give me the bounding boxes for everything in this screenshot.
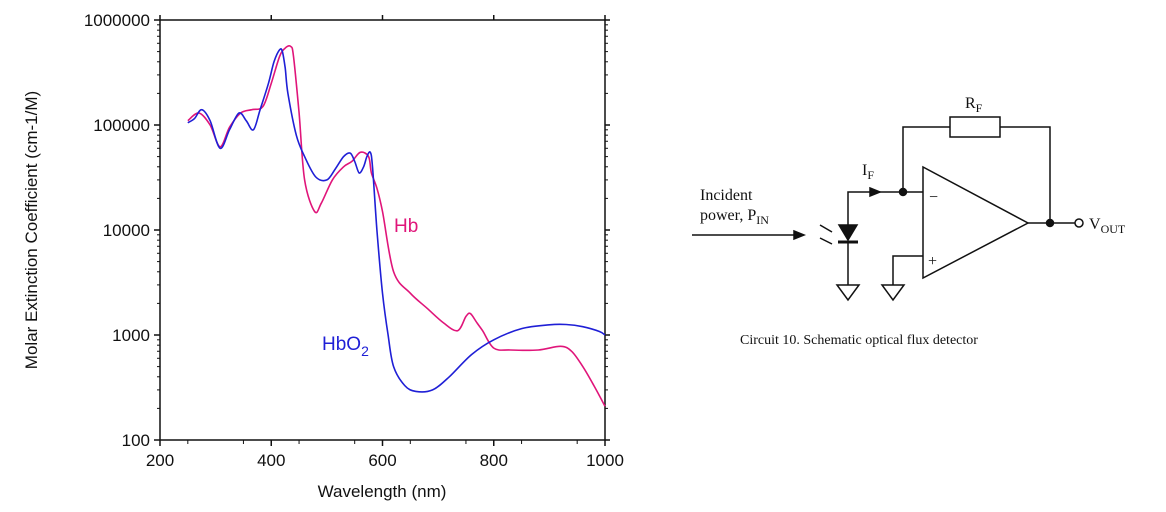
light-ray-1 bbox=[819, 224, 833, 233]
if-sub: F bbox=[867, 168, 874, 182]
x-tick-label: 200 bbox=[146, 451, 174, 470]
noninverting-sign: + bbox=[928, 253, 937, 270]
series-label-hb: Hb bbox=[394, 216, 418, 237]
output-label: VOUT bbox=[1089, 216, 1126, 236]
rf-main: R bbox=[965, 95, 976, 112]
y-tick-label: 1000000 bbox=[84, 11, 150, 30]
feedback-wire-right bbox=[1000, 126, 1051, 223]
noninverting-input-wire bbox=[892, 255, 923, 285]
circuit-labels: RF IF Incident power, PIN − + VOUT Circu… bbox=[700, 95, 1126, 348]
series-line-hbo2 bbox=[187, 48, 606, 393]
series-line-hb bbox=[187, 45, 606, 407]
incident-label-line1: Incident bbox=[700, 187, 753, 204]
axis-ticks: 200 400 600 800 1000 100 1000 10000 100000 100000… bbox=[84, 11, 624, 470]
y-tick-label: 10000 bbox=[103, 221, 150, 240]
y-tick-label: 100 bbox=[122, 431, 150, 450]
light-ray-2 bbox=[819, 237, 833, 245]
feedback-resistor bbox=[949, 116, 1001, 138]
feedback-wire-left bbox=[902, 126, 950, 192]
current-label: IF bbox=[862, 162, 874, 182]
series-label-hbo2: HbO2 bbox=[322, 334, 369, 359]
spectrum-chart: 200 400 600 800 1000 100 1000 10000 100000 100000… bbox=[22, 11, 624, 501]
x-tick-label: 400 bbox=[257, 451, 285, 470]
rf-sub: F bbox=[976, 101, 983, 115]
incident-line2-main: power, P bbox=[700, 207, 756, 224]
incident-arrowhead bbox=[793, 229, 807, 241]
series-label-hbo2-main: HbO bbox=[322, 334, 361, 355]
x-axis-title: Wavelength (nm) bbox=[318, 482, 447, 501]
y-tick-label: 100000 bbox=[93, 116, 150, 135]
vout-main: V bbox=[1089, 216, 1101, 233]
x-tick-label: 1000 bbox=[586, 451, 624, 470]
if-main: I bbox=[862, 162, 867, 179]
output-node bbox=[1045, 218, 1055, 228]
circuit-caption: Circuit 10. Schematic optical flux detec… bbox=[740, 333, 978, 348]
photodiode-wire-top bbox=[847, 191, 903, 225]
incident-label-line2: power, PIN bbox=[700, 207, 769, 227]
y-tick-label: 1000 bbox=[112, 326, 150, 345]
inverting-sign: − bbox=[929, 189, 938, 206]
photodiode bbox=[837, 224, 859, 242]
vout-sub: OUT bbox=[1101, 222, 1126, 236]
op-amp bbox=[922, 165, 1030, 280]
output-terminal bbox=[1074, 218, 1084, 228]
series-lines bbox=[187, 45, 606, 407]
feedback-resistor-label: RF bbox=[965, 95, 983, 115]
y-axis-title: Molar Extinction Coefficient (cm-1/M) bbox=[22, 91, 41, 369]
plot-frame bbox=[159, 19, 606, 441]
x-tick-label: 600 bbox=[368, 451, 396, 470]
series-label-hbo2-sub: 2 bbox=[361, 343, 369, 359]
ground-symbol-opamp bbox=[880, 284, 906, 302]
ground-symbol-diode bbox=[835, 284, 861, 302]
incident-line2-sub: IN bbox=[756, 213, 769, 227]
optical-flux-detector-circuit bbox=[692, 116, 1084, 302]
current-arrow bbox=[869, 186, 883, 198]
x-tick-label: 800 bbox=[480, 451, 508, 470]
